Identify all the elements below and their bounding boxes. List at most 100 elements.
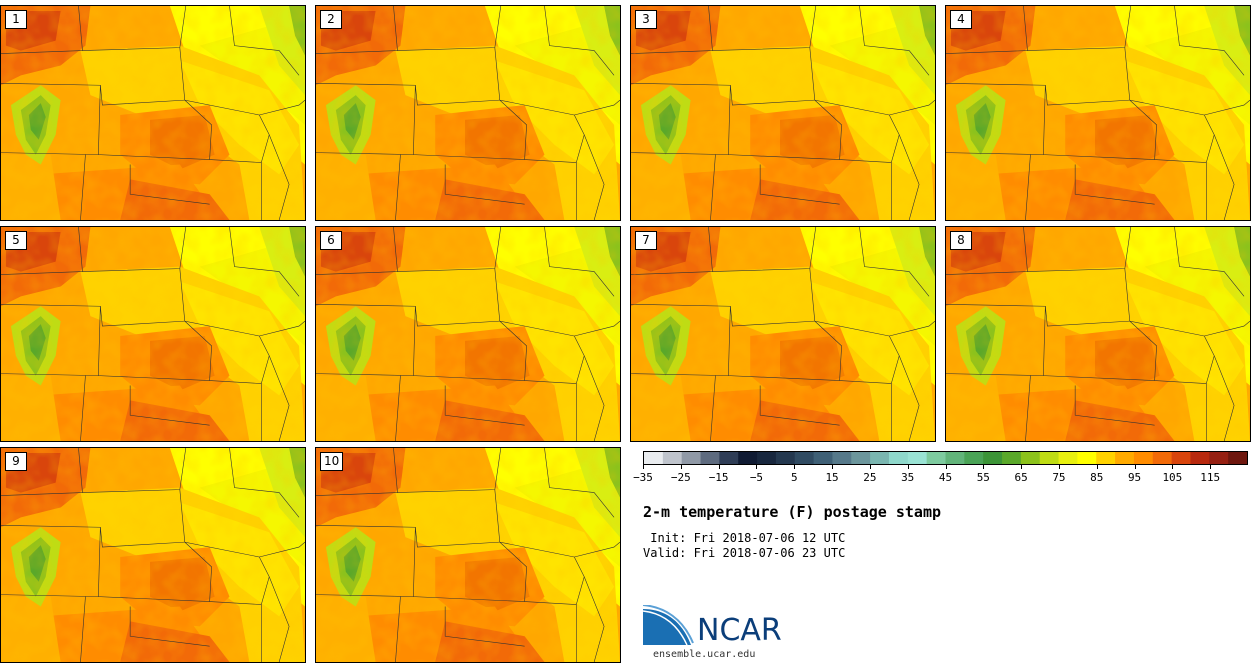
colorbar-swatch xyxy=(662,452,683,464)
colorbar-swatch xyxy=(1171,452,1191,464)
temperature-map xyxy=(1,448,305,662)
ensemble-member-panel: 5 xyxy=(0,226,306,442)
member-label: 3 xyxy=(635,10,657,29)
colorbar-tick-mark xyxy=(945,465,947,469)
colorbar-tick-label: 65 xyxy=(1014,471,1028,484)
colorbar-swatch xyxy=(964,452,984,464)
colorbar-tick-mark xyxy=(907,465,909,469)
member-label: 7 xyxy=(635,231,657,250)
member-label: 1 xyxy=(5,10,27,29)
plot-title: 2-m temperature (F) postage stamp xyxy=(643,503,942,521)
colorbar-swatch xyxy=(1039,452,1060,464)
colorbar-swatch xyxy=(1115,452,1135,464)
colorbar-tick-mark xyxy=(718,465,720,469)
colorbar-tick-mark xyxy=(680,465,682,469)
colorbar-tick-label: −35 xyxy=(633,471,653,484)
colorbar-tick-mark xyxy=(1134,465,1136,469)
colorbar-tick-mark xyxy=(1096,465,1098,469)
colorbar-tick-mark xyxy=(832,465,834,469)
ensemble-member-panel: 4 xyxy=(945,5,1251,221)
ensemble-member-panel: 8 xyxy=(945,226,1251,442)
temperature-colorbar xyxy=(643,451,1248,465)
colorbar-tick-mark xyxy=(1172,465,1174,469)
colorbar-swatch xyxy=(1077,452,1097,464)
ensemble-member-panel: 10 xyxy=(315,447,621,663)
colorbar-tick-label: −25 xyxy=(670,471,691,484)
colorbar-tick-label: 15 xyxy=(825,471,839,484)
member-label: 2 xyxy=(320,10,342,29)
colorbar-swatch xyxy=(794,452,815,464)
ncar-logo xyxy=(643,605,694,646)
colorbar-swatch xyxy=(1096,452,1116,464)
colorbar-swatch xyxy=(870,452,890,464)
colorbar-tick-mark xyxy=(1210,465,1212,469)
temperature-map xyxy=(1,6,305,220)
colorbar-tick-label: 75 xyxy=(1052,471,1066,484)
temperature-map xyxy=(631,227,935,441)
colorbar-tick-label: 5 xyxy=(790,471,798,484)
colorbar-swatch xyxy=(1058,452,1078,464)
ensemble-member-panel: 7 xyxy=(630,226,936,442)
ncar-logo-text: NCAR xyxy=(697,613,782,648)
colorbar-tick-label: 105 xyxy=(1162,471,1183,484)
colorbar-swatch xyxy=(813,452,833,464)
member-label: 6 xyxy=(320,231,342,250)
colorbar-tick-mark xyxy=(869,465,871,469)
colorbar-swatch xyxy=(644,452,664,464)
member-label: 9 xyxy=(5,452,27,471)
valid-time: Valid: Fri 2018-07-06 23 UTC xyxy=(643,546,846,560)
colorbar-swatch xyxy=(1020,452,1041,464)
colorbar-tick-label: 85 xyxy=(1090,471,1104,484)
colorbar-tick-label: 95 xyxy=(1127,471,1142,484)
site-url: ensemble.ucar.edu xyxy=(653,649,756,660)
colorbar-tick-mark xyxy=(983,465,985,469)
init-time: Init: Fri 2018-07-06 12 UTC xyxy=(643,531,846,545)
colorbar-tick-label: 25 xyxy=(863,471,877,484)
colorbar-tick-label: 55 xyxy=(976,471,990,484)
temperature-map xyxy=(631,6,935,220)
colorbar-swatch xyxy=(888,452,909,464)
colorbar-swatch xyxy=(926,452,946,464)
colorbar-swatch xyxy=(832,452,852,464)
colorbar-swatch xyxy=(945,452,965,464)
ensemble-member-panel: 6 xyxy=(315,226,621,442)
ensemble-member-panel: 1 xyxy=(0,5,306,221)
colorbar-tick-mark xyxy=(794,465,796,469)
colorbar-swatch xyxy=(983,452,1003,464)
member-label: 10 xyxy=(320,452,344,471)
colorbar-ticks: −35 −25 −15 −5 5 15 25 35 45 55 65 75 85 95 105 115 xyxy=(633,465,1248,489)
colorbar-tick-label: −15 xyxy=(708,471,729,484)
temperature-map xyxy=(946,227,1250,441)
colorbar-swatch xyxy=(700,452,720,464)
temperature-map xyxy=(1,227,305,441)
member-label: 4 xyxy=(950,10,972,29)
colorbar-swatch xyxy=(1228,452,1247,464)
colorbar-swatch xyxy=(1133,452,1154,464)
colorbar-swatch xyxy=(1190,452,1210,464)
colorbar-swatch xyxy=(1002,452,1022,464)
colorbar-swatch xyxy=(1152,452,1173,464)
member-label: 8 xyxy=(950,231,972,250)
colorbar-tick-label: −5 xyxy=(749,471,764,484)
temperature-map xyxy=(316,227,620,441)
colorbar-tick-label: 45 xyxy=(938,471,953,484)
ensemble-member-panel: 3 xyxy=(630,5,936,221)
colorbar-swatch xyxy=(757,452,777,464)
ensemble-member-panel: 2 xyxy=(315,5,621,221)
colorbar-tick-mark xyxy=(756,465,758,469)
temperature-map xyxy=(316,6,620,220)
member-label: 5 xyxy=(5,231,27,250)
colorbar-tick-mark xyxy=(1021,465,1023,469)
temperature-map xyxy=(946,6,1250,220)
colorbar-swatch xyxy=(907,452,928,464)
colorbar-swatch xyxy=(738,452,758,464)
colorbar-tick-mark xyxy=(1058,465,1060,469)
colorbar-tick-label: 115 xyxy=(1200,471,1221,484)
ensemble-member-panel: 9 xyxy=(0,447,306,663)
colorbar-swatch xyxy=(681,452,702,464)
temperature-map xyxy=(316,448,620,662)
colorbar-swatch xyxy=(775,452,796,464)
colorbar-swatch xyxy=(719,452,739,464)
colorbar-swatch xyxy=(1209,452,1229,464)
colorbar-tick-label: 35 xyxy=(901,471,915,484)
